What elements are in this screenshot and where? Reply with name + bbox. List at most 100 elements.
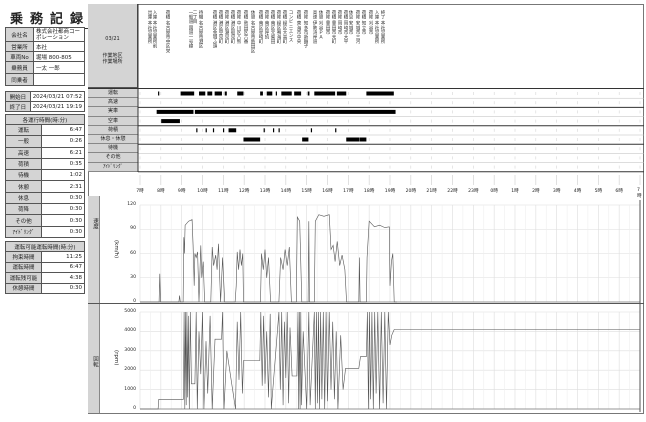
- timeline-row-label: 空車: [88, 116, 138, 126]
- x-tick-label: 8時: [157, 189, 165, 194]
- row-value: 1:02: [41, 169, 85, 182]
- x-tick-label: 17時: [343, 189, 354, 194]
- passenger-value: [33, 73, 85, 86]
- timeline-row-label: ｱｲﾄﾞﾘﾝｸﾞ: [88, 162, 138, 172]
- x-tick-label: 21時: [426, 189, 437, 194]
- y-tick-label: 2000: [124, 367, 136, 373]
- timeline-bar: [359, 137, 367, 142]
- location-entry: 休息 安城市: [348, 10, 353, 35]
- x-tick-label: 7時: [637, 188, 642, 199]
- location-entry: 入庫 本社営業所前: [152, 10, 157, 49]
- timeline-row-label: 待機: [88, 144, 138, 154]
- location-entry: 休憩 刈谷ＰＡ: [318, 10, 323, 40]
- y-tick-label: 3000: [124, 347, 136, 353]
- timeline-bar: [237, 91, 244, 96]
- timeline-row-label: 休息・休憩: [88, 135, 138, 145]
- x-tick-label: 0時: [490, 189, 498, 194]
- location-entry: 一般道 国道一号線: [188, 10, 193, 49]
- x-tick-label: 15時: [301, 189, 312, 194]
- timeline-bar: [335, 128, 337, 133]
- location-entry: 出庫 本社営業所: [147, 10, 152, 44]
- x-tick-label: 23時: [468, 189, 479, 194]
- timeline-bar: [180, 91, 195, 96]
- x-tick-label: 5時: [594, 189, 603, 194]
- speed-side-label: 速度: [92, 218, 98, 229]
- location-entry: 荷積 熱田区六番: [243, 10, 248, 44]
- timeline-bar: [156, 109, 194, 114]
- x-tick-label: 14時: [280, 189, 292, 194]
- area-label: 作業地区: [102, 53, 123, 59]
- timeline-bar: [294, 91, 302, 96]
- row-label: ｱｲﾄﾞﾘﾝｸﾞ: [5, 225, 42, 238]
- location-entry: 荷降 南区呼続: [264, 10, 269, 40]
- timeline-bar: [214, 91, 222, 96]
- passenger-label: 同乗者: [5, 73, 34, 86]
- period-table: 開始日 2024/03/21 07:52 終了日 2024/03/21 19:19: [5, 91, 86, 112]
- location-entry: 休憩 名古屋市熱田区: [250, 10, 255, 53]
- location-entry: 荷降 緑区鳴海町: [276, 10, 281, 44]
- timeline-bar: [336, 91, 347, 96]
- location-entry: 荷積 東海市中央: [296, 10, 301, 44]
- rpm-unit-label: (rpm): [113, 350, 119, 366]
- timeline-row-label: 高速: [88, 98, 138, 108]
- driver-label: 乗務員: [5, 61, 34, 74]
- y-tick-label: 60: [130, 250, 136, 256]
- x-tick-label: 4時: [573, 189, 582, 194]
- timeline-bar: [263, 128, 265, 133]
- table-row: 運転 6:47: [5, 123, 85, 137]
- location-entry: 荷降 刈谷市: [368, 10, 373, 35]
- row-value: 6:47: [41, 123, 85, 137]
- timeline-bar: [228, 128, 237, 133]
- table-row: 荷降 0:30: [5, 203, 85, 216]
- x-tick-label: 1時: [511, 189, 519, 194]
- x-tick-label: 18時: [363, 189, 375, 194]
- location-entry: 荷降 安城市三河: [355, 10, 360, 44]
- x-tick-label: 20時: [405, 189, 417, 194]
- timeline-bar: [161, 119, 180, 124]
- timeline-bar: [307, 91, 310, 96]
- chart-divider: [88, 303, 644, 304]
- timeline-bar: [310, 128, 313, 133]
- x-tick-label: 13時: [259, 189, 271, 194]
- speed-side-panel: 速度: [88, 196, 100, 303]
- driving-limits-header: 運転可能運転時間(時:分): [5, 241, 85, 252]
- y-tick-label: 90: [130, 226, 136, 232]
- table-row: 一般 0:26: [5, 135, 85, 148]
- row-value: 0:30: [41, 282, 85, 294]
- timeline-bar: [302, 137, 309, 142]
- timeline-bar: [212, 128, 215, 133]
- x-tick-label: 22時: [447, 189, 458, 194]
- timeline-bar: [266, 91, 273, 96]
- x-tick-label: 6時: [615, 189, 623, 194]
- x-tick-label: 16時: [322, 189, 333, 194]
- x-tick-label: 11時: [218, 189, 229, 194]
- driver-value: 一太 一郎: [33, 61, 85, 74]
- end-value: 2024/03/21 19:19: [29, 101, 86, 112]
- row-value: 0:30: [41, 225, 85, 238]
- x-tick-label: 10時: [197, 189, 208, 194]
- rpm-line: [140, 311, 640, 410]
- timeline-row-label: 荷積: [88, 125, 138, 135]
- location-entry: 荷積 岡崎市大平: [343, 10, 348, 44]
- location-entry: 荷積 港区空見町: [218, 10, 223, 44]
- y-tick-label: 4000: [124, 328, 136, 334]
- timeline-bar: [278, 128, 280, 133]
- location-entry: 待機 名古屋市港区: [198, 10, 203, 49]
- y-tick-label: 5000: [124, 309, 136, 314]
- location-entry: 荷積 南区星崎町: [258, 10, 263, 44]
- location-entry: 荷降 豊田市: [325, 10, 330, 35]
- location-entry: コンビニエンス: [288, 10, 293, 43]
- location-header: 03/21 作業地区 作業場所: [88, 4, 138, 88]
- location-entry: 荷積 豊田市元町: [331, 10, 336, 44]
- y-tick-label: 1000: [124, 386, 136, 392]
- table-row: 休憩時間 0:30: [5, 282, 85, 294]
- timeline-row-label: その他: [88, 153, 138, 163]
- location-entry: 荷積 緑区大高町: [282, 10, 287, 44]
- x-tick-label: 19時: [384, 189, 396, 194]
- date-label: 03/21: [105, 36, 120, 42]
- timeline-row-label: 実車: [88, 107, 138, 117]
- location-entry: 高速 伊勢湾岸道: [312, 10, 317, 44]
- timeline-bar: [222, 128, 225, 133]
- timeline-bar: [196, 128, 198, 133]
- timeline-bar: [314, 91, 336, 96]
